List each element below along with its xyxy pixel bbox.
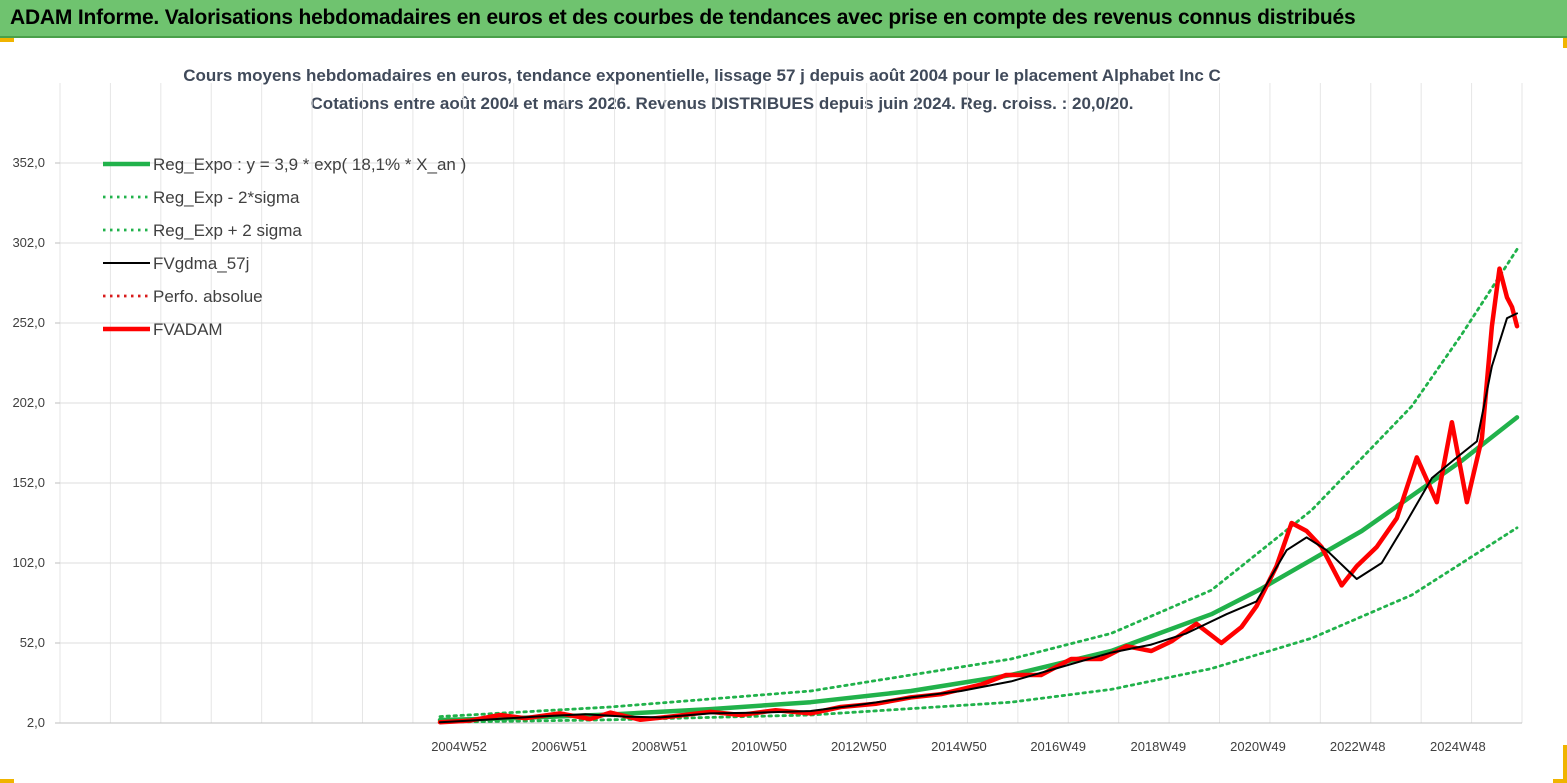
legend-label: FVgdma_57j	[153, 254, 249, 273]
series-line	[437, 266, 1520, 725]
series-line	[437, 415, 1520, 723]
line-chart: Cours moyens hebdomadaires en euros, ten…	[12, 66, 1523, 754]
report-title: ADAM Informe. Valorisations hebdomadaire…	[10, 6, 1356, 29]
corner-marker	[1563, 38, 1567, 48]
x-tick-label: 2024W48	[1430, 739, 1486, 754]
x-tick-label: 2012W50	[831, 739, 887, 754]
grid	[59, 83, 1523, 724]
x-tick-label: 2018W49	[1130, 739, 1186, 754]
series-line	[439, 312, 1518, 724]
y-tick-label: 2,0	[27, 715, 45, 730]
legend: Reg_Expo : y = 3,9 * exp( 18,1% * X_an )…	[103, 155, 466, 339]
report-header: ADAM Informe. Valorisations hebdomadaire…	[0, 0, 1567, 38]
corner-marker	[0, 779, 14, 783]
y-tick-label: 202,0	[12, 395, 45, 410]
corner-marker	[1563, 745, 1567, 783]
corner-marker	[1553, 779, 1567, 783]
chart-title: Cours moyens hebdomadaires en euros, ten…	[183, 66, 1221, 85]
y-tick-label: 102,0	[12, 555, 45, 570]
legend-label: FVADAM	[153, 320, 223, 339]
y-tick-label: 152,0	[12, 475, 45, 490]
y-tick-label: 252,0	[12, 315, 45, 330]
legend-label: Reg_Exp - 2*sigma	[153, 188, 300, 207]
legend-label: Reg_Exp + 2 sigma	[153, 221, 302, 240]
legend-label: Reg_Expo : y = 3,9 * exp( 18,1% * X_an )	[153, 155, 466, 174]
y-tick-label: 352,0	[12, 155, 45, 170]
x-tick-label: 2020W49	[1230, 739, 1286, 754]
chart-subtitle: Cotations entre août 2004 et mars 2026. …	[311, 94, 1134, 113]
axes: 2,0 52,0 102,0 152,0 202,0 252,0 302,0 352,0 200…	[12, 155, 1522, 754]
x-tick-label: 2006W51	[531, 739, 587, 754]
legend-label: Perfo. absolue	[153, 287, 263, 306]
x-tick-label: 2010W50	[731, 739, 787, 754]
x-tick-label: 2004W52	[431, 739, 487, 754]
series-group	[437, 247, 1520, 725]
x-tick-label: 2014W50	[931, 739, 987, 754]
series-line	[438, 526, 1519, 724]
x-tick-label: 2022W48	[1330, 739, 1386, 754]
x-tick-label: 2016W49	[1030, 739, 1086, 754]
corner-marker	[0, 38, 14, 42]
y-tick-label: 302,0	[12, 235, 45, 250]
y-tick-label: 52,0	[20, 635, 45, 650]
x-tick-label: 2008W51	[632, 739, 688, 754]
